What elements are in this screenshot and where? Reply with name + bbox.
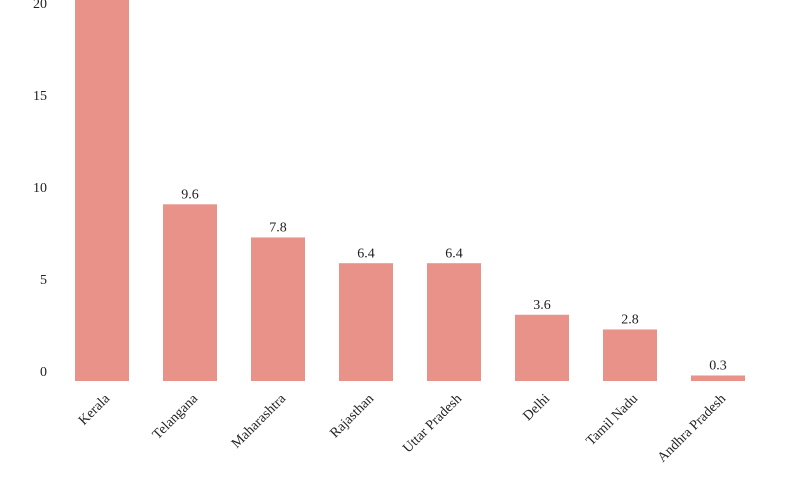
x-tick-label: Tamil Nadu bbox=[584, 391, 641, 448]
x-tick-label: Andhra Pradesh bbox=[655, 391, 729, 465]
y-tick-label: 10 bbox=[33, 181, 47, 196]
bar bbox=[163, 204, 217, 381]
x-tick-label: Kerala bbox=[76, 391, 114, 429]
y-tick-label: 0 bbox=[40, 365, 47, 380]
bar bbox=[603, 329, 657, 381]
x-tick-label: Delhi bbox=[521, 391, 554, 424]
bar bbox=[75, 0, 129, 381]
x-tick-label: Telangana bbox=[150, 391, 202, 443]
value-label: 0.3 bbox=[709, 359, 727, 374]
bar bbox=[515, 314, 569, 381]
x-tick-label: Uttar Pradesh bbox=[400, 391, 465, 456]
y-tick-label: 5 bbox=[40, 273, 47, 288]
value-label: 9.6 bbox=[181, 188, 199, 203]
value-label: 6.4 bbox=[357, 246, 375, 261]
value-label: 6.4 bbox=[445, 246, 463, 261]
bar bbox=[251, 237, 305, 381]
y-tick-label: 20 bbox=[33, 0, 47, 12]
bar bbox=[691, 375, 745, 381]
x-tick-label: Rajasthan bbox=[327, 391, 377, 441]
value-label: 3.6 bbox=[533, 298, 551, 313]
bar bbox=[427, 263, 481, 381]
x-tick-label: Maharashtra bbox=[229, 391, 290, 452]
value-label: 2.8 bbox=[621, 313, 639, 328]
y-tick-label: 15 bbox=[33, 89, 47, 104]
bar bbox=[339, 263, 393, 381]
value-label: 7.8 bbox=[269, 221, 287, 236]
